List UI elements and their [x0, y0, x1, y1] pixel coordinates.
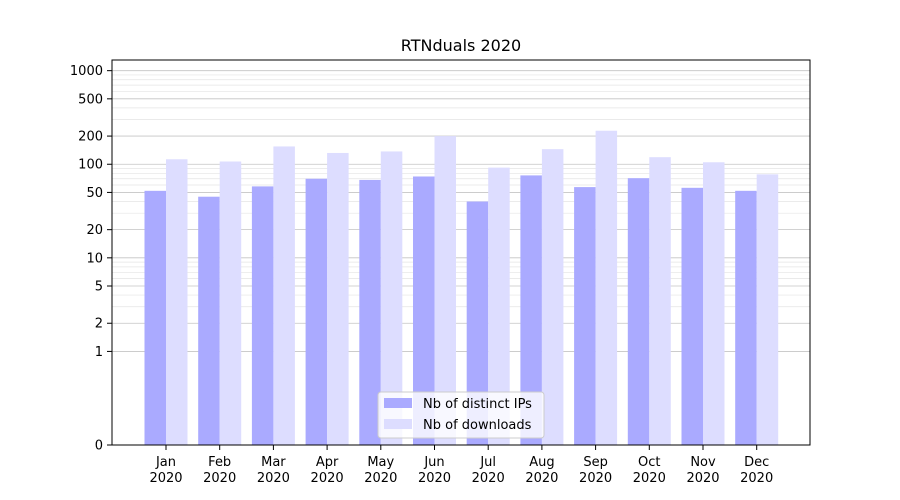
x-tick-label-year: 2020 [472, 471, 505, 486]
y-tick-label: 50 [86, 186, 103, 201]
x-tick-label-year: 2020 [740, 471, 773, 486]
bar-distinct-ips-oct [627, 178, 650, 445]
y-tick-label: 0 [95, 439, 103, 454]
bar-downloads-nov [703, 162, 725, 446]
legend-box [377, 391, 545, 439]
legend-swatch [384, 398, 412, 408]
x-tick-label-month: Nov [690, 455, 716, 470]
x-tick-label-month: Jun [423, 455, 444, 470]
x-tick-label-year: 2020 [579, 471, 612, 486]
y-tick-label: 20 [86, 223, 103, 238]
bar-downloads-apr [327, 152, 349, 445]
bar-downloads-mar [273, 146, 295, 446]
x-tick-label-year: 2020 [525, 471, 558, 486]
plot-frame [111, 59, 811, 446]
y-tick-label: 5 [95, 280, 103, 295]
y-tick-label: 200 [78, 130, 103, 145]
bar-downloads-dec [756, 174, 779, 445]
x-tick-label-year: 2020 [686, 471, 719, 486]
x-tick-label-year: 2020 [149, 471, 182, 486]
y-tick-label: 10 [86, 251, 103, 266]
x-tick-label-month: Oct [638, 455, 660, 470]
chart-title: RTNduals 2020 [401, 36, 521, 55]
y-tick-label: 500 [78, 92, 103, 107]
x-tick-label-year: 2020 [418, 471, 451, 486]
bar-downloads-feb [219, 161, 242, 445]
x-tick-label-month: Jul [479, 455, 496, 470]
bar-downloads-oct [649, 157, 671, 445]
bar-downloads-jan [166, 159, 188, 446]
x-tick-label-year: 2020 [311, 471, 344, 486]
bar-distinct-ips-dec [735, 190, 757, 445]
bar-distinct-ips-aug [520, 175, 542, 445]
bar-downloads-jul [488, 167, 510, 445]
y-tick-label: 100 [78, 158, 103, 173]
legend-label: Nb of distinct IPs [423, 397, 532, 412]
bar-distinct-ips-nov [681, 187, 703, 445]
bar-downloads-sep [595, 130, 618, 445]
bar-distinct-ips-jun [413, 176, 435, 446]
x-tick-label-year: 2020 [203, 471, 236, 486]
bar-distinct-ips-feb [198, 196, 220, 445]
bar-downloads-jun [434, 136, 456, 446]
bar-distinct-ips-mar [251, 186, 274, 445]
legend: Nb of distinct IPs Nb of downloads [377, 391, 545, 439]
bar-distinct-ips-jul [466, 201, 489, 445]
bar-downloads-may [380, 151, 403, 446]
y-tick-label: 1 [95, 345, 103, 360]
x-axis: Jan2020Feb2020Mar2020Apr2020May2020Jun20… [149, 445, 773, 486]
legend-swatch [384, 419, 412, 429]
x-tick-label-year: 2020 [364, 471, 397, 486]
bar-group [144, 130, 779, 446]
bar-downloads-aug [541, 149, 564, 445]
x-tick-label-month: Mar [261, 455, 286, 470]
legend-label: Nb of downloads [423, 418, 532, 433]
x-tick-label-month: May [367, 455, 394, 470]
x-tick-label-month: Feb [208, 455, 231, 470]
bar-distinct-ips-sep [574, 187, 596, 445]
y-tick-label: 2 [95, 317, 103, 332]
x-tick-label-month: Jan [155, 455, 176, 470]
x-tick-label-year: 2020 [633, 471, 666, 486]
bar-distinct-ips-jan [144, 190, 166, 445]
y-axis: 0 1 2 5 10 20 50 100 200 500 1000 [70, 64, 112, 454]
x-tick-label-month: Dec [744, 455, 769, 470]
x-tick-label-month: Apr [316, 455, 339, 470]
x-tick-label-month: Sep [583, 455, 608, 470]
bar-distinct-ips-apr [305, 178, 328, 446]
x-tick-label-year: 2020 [257, 471, 290, 486]
y-tick-label: 1000 [70, 64, 103, 79]
bar-distinct-ips-may [359, 179, 381, 445]
x-tick-label-month: Aug [529, 455, 554, 470]
